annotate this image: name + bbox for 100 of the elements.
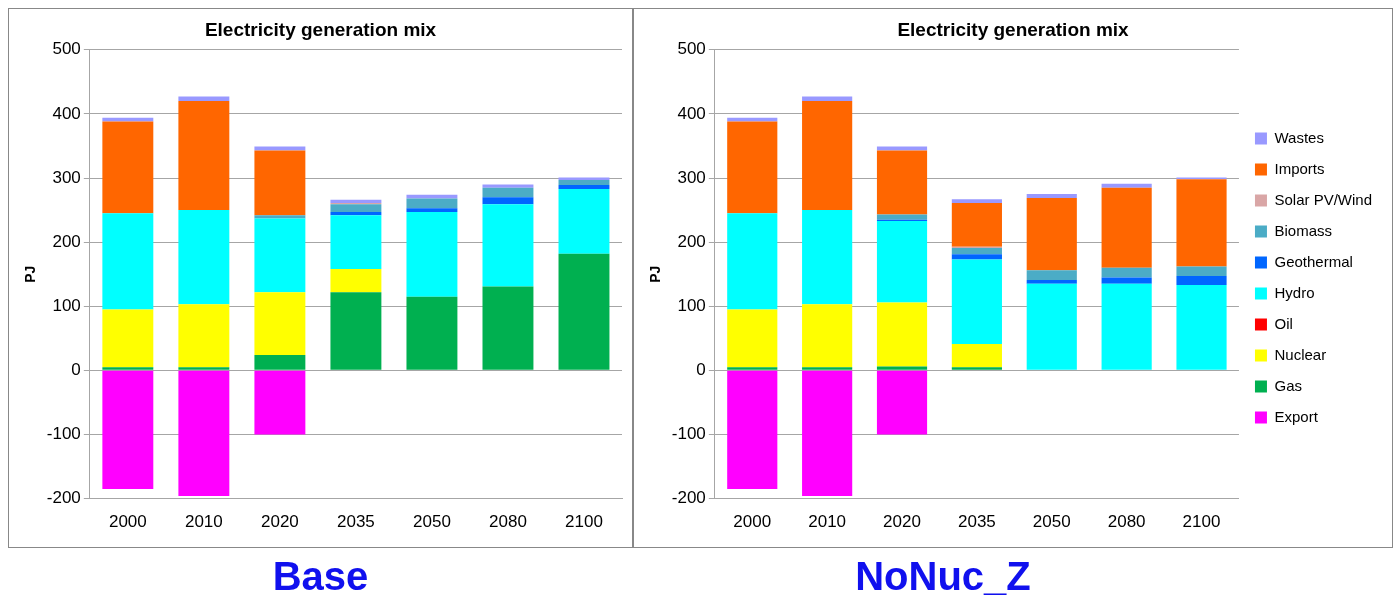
bar bbox=[1101, 267, 1152, 278]
bar bbox=[727, 367, 778, 370]
bar bbox=[406, 296, 458, 370]
bar bbox=[1026, 194, 1077, 198]
bar bbox=[951, 203, 1002, 247]
bar bbox=[951, 199, 1002, 204]
bar bbox=[951, 367, 1002, 370]
bar bbox=[482, 197, 534, 205]
y-tick-label: 200 bbox=[52, 231, 81, 251]
bar bbox=[558, 185, 610, 189]
y-tick-label: 500 bbox=[677, 39, 706, 59]
legend-label: Wastes bbox=[1274, 128, 1324, 146]
bar bbox=[254, 218, 306, 293]
bar bbox=[727, 117, 778, 122]
text: Base bbox=[271, 554, 370, 599]
x-tick-label: 2100 bbox=[1182, 512, 1221, 532]
bar bbox=[876, 150, 928, 215]
y-tick-label: -100 bbox=[46, 424, 81, 444]
bar bbox=[951, 259, 1002, 345]
legend-label: Biomass bbox=[1274, 221, 1332, 239]
bar bbox=[802, 101, 853, 211]
bar bbox=[951, 254, 1002, 260]
x-tick-label: 2100 bbox=[565, 512, 603, 532]
bar bbox=[406, 194, 458, 199]
bar bbox=[876, 370, 928, 435]
bar bbox=[558, 179, 610, 186]
bar bbox=[802, 370, 853, 497]
bar bbox=[482, 187, 534, 198]
legend-label: Oil bbox=[1274, 314, 1293, 332]
bar bbox=[406, 208, 458, 213]
bar bbox=[178, 101, 230, 211]
bar bbox=[254, 354, 306, 370]
x-tick-label: 2080 bbox=[489, 512, 527, 532]
chart-title: Electricity generation mix bbox=[897, 18, 1130, 40]
bar bbox=[406, 212, 458, 297]
bar bbox=[1026, 197, 1077, 271]
bar bbox=[330, 212, 382, 216]
bar bbox=[951, 247, 1002, 255]
bar bbox=[254, 215, 306, 219]
legend-label: Imports bbox=[1274, 159, 1325, 177]
bar bbox=[178, 367, 230, 370]
bar bbox=[482, 184, 534, 188]
y-tick-label: 500 bbox=[52, 39, 81, 59]
bar bbox=[102, 213, 154, 310]
bar bbox=[406, 198, 458, 209]
bar bbox=[1176, 285, 1227, 370]
x-tick-label: 2020 bbox=[260, 512, 299, 532]
x-tick-label: 2010 bbox=[184, 512, 223, 532]
x-tick-label: 2000 bbox=[108, 512, 147, 532]
bar bbox=[102, 121, 154, 214]
bar bbox=[1101, 183, 1152, 188]
bar bbox=[802, 210, 853, 305]
bar bbox=[102, 117, 154, 122]
y-tick-label: -100 bbox=[671, 424, 706, 444]
bar bbox=[254, 150, 306, 216]
bar bbox=[178, 370, 230, 497]
x-tick-label: 2020 bbox=[883, 512, 921, 532]
bar bbox=[1026, 279, 1077, 284]
bar bbox=[876, 220, 928, 303]
y-tick-label: 300 bbox=[677, 167, 706, 187]
bar bbox=[558, 188, 610, 254]
bar bbox=[254, 370, 306, 435]
y-tick-label: -200 bbox=[671, 488, 706, 508]
x-tick-label: 2050 bbox=[413, 512, 451, 532]
y-tick-label: 300 bbox=[52, 167, 81, 187]
y-axis-title: PJ bbox=[647, 265, 664, 283]
y-tick-label: 400 bbox=[677, 103, 706, 123]
legend-label: Geothermal bbox=[1274, 252, 1353, 270]
y-tick-label: -200 bbox=[46, 488, 81, 508]
chart-title: Electricity generation mix bbox=[204, 18, 437, 40]
bar bbox=[1101, 277, 1152, 284]
bar bbox=[802, 367, 853, 370]
bar bbox=[802, 304, 853, 368]
bar bbox=[876, 214, 928, 220]
bar bbox=[558, 253, 610, 370]
bar bbox=[102, 370, 154, 489]
bar bbox=[482, 286, 534, 370]
bar bbox=[1176, 276, 1227, 286]
bar bbox=[727, 121, 778, 214]
x-tick-label: 2050 bbox=[1032, 512, 1071, 532]
bar bbox=[1026, 270, 1077, 280]
bar bbox=[178, 210, 230, 305]
bar bbox=[1101, 187, 1152, 268]
legend-label: Export bbox=[1274, 407, 1319, 425]
bar bbox=[102, 367, 154, 370]
legend-label: Nuclear bbox=[1274, 345, 1327, 363]
bar bbox=[558, 177, 610, 180]
x-tick-label: 2010 bbox=[808, 512, 847, 532]
bar bbox=[951, 344, 1002, 368]
x-tick-label: 2035 bbox=[957, 512, 996, 532]
bar bbox=[727, 309, 778, 368]
y-tick-label: 100 bbox=[52, 295, 81, 315]
bar bbox=[330, 199, 382, 204]
bar bbox=[330, 215, 382, 270]
bar bbox=[482, 204, 534, 287]
bar bbox=[876, 302, 928, 367]
x-tick-label: 2080 bbox=[1107, 512, 1146, 532]
bar bbox=[330, 204, 382, 213]
bar bbox=[254, 292, 306, 355]
y-axis-title: PJ bbox=[22, 265, 39, 283]
